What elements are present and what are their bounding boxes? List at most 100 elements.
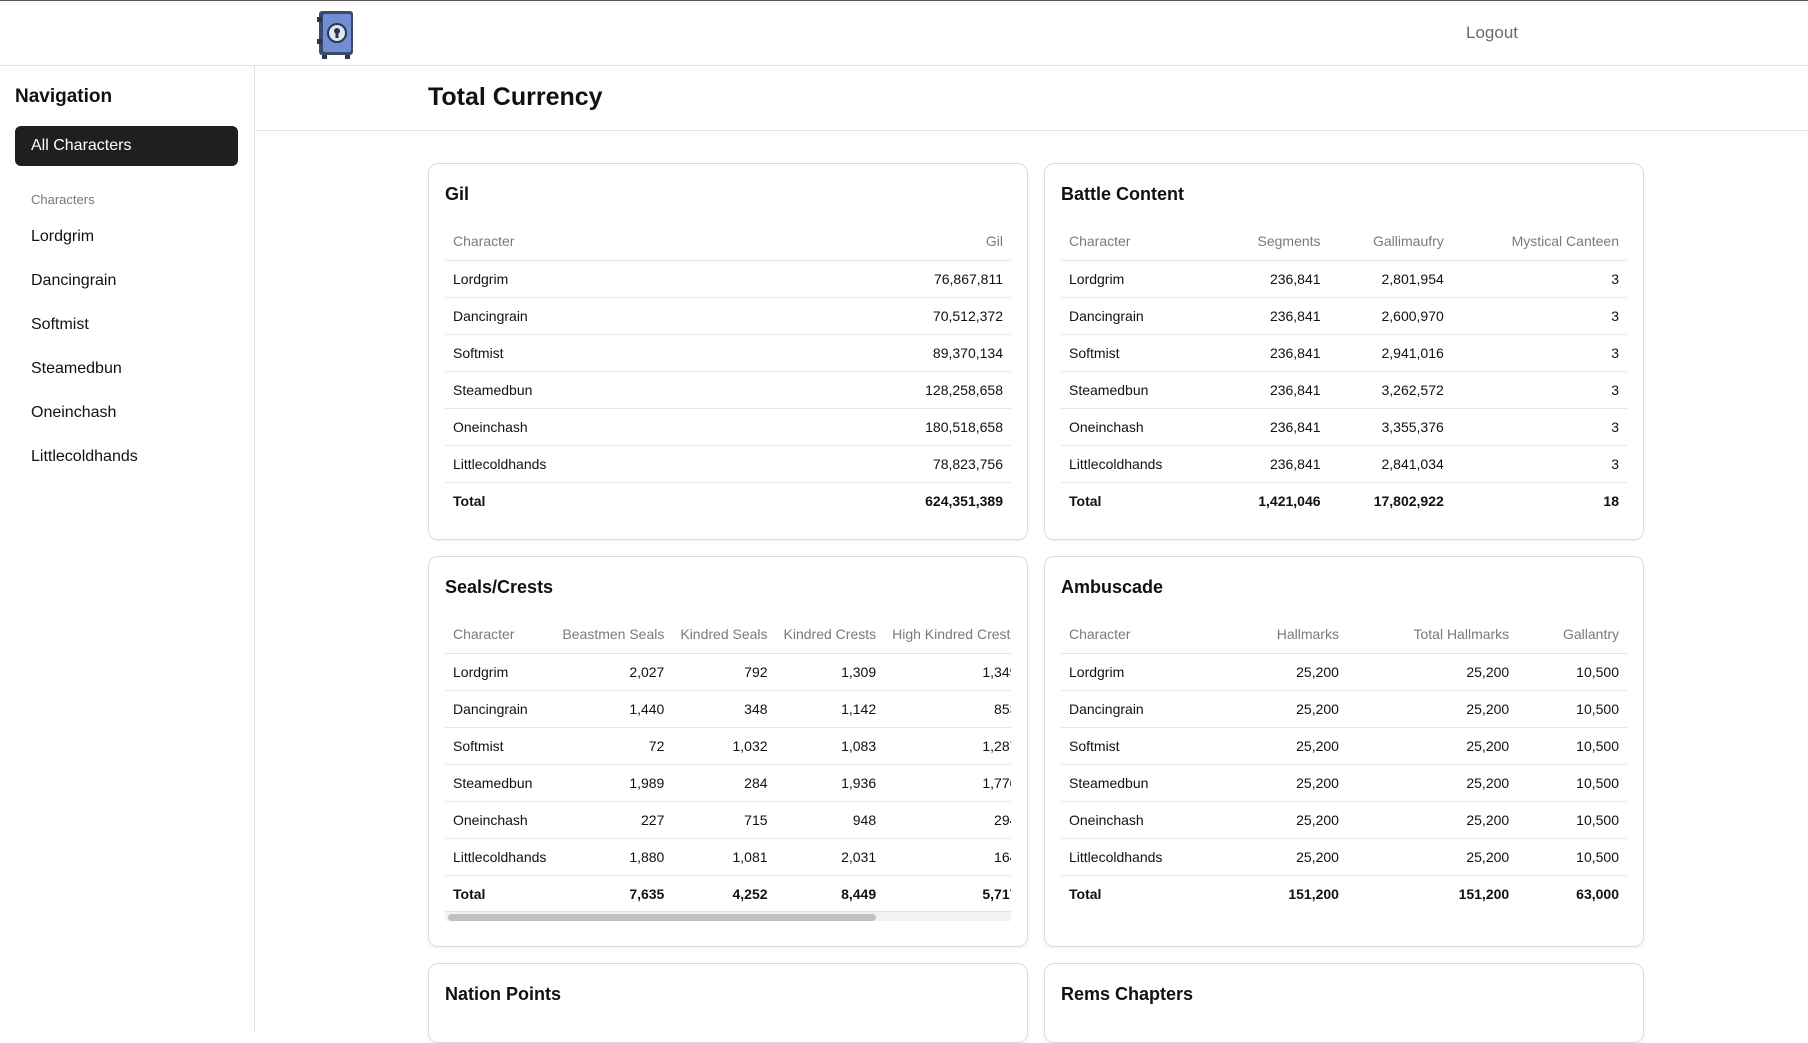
value-cell: 348 <box>672 690 776 728</box>
table-row: Steamedbun 236,841 3,262,572 3 <box>1061 371 1627 409</box>
value-cell: 25,200 <box>1227 801 1347 839</box>
total-cell: 4,252 <box>732 885 768 902</box>
logout-link[interactable]: Logout <box>1466 23 1518 42</box>
column-header: Kindred Seals <box>672 615 776 654</box>
value-cell: 792 <box>672 653 776 691</box>
value-cell: 2,600,970 <box>1328 297 1452 335</box>
character-cell: Lordgrim <box>445 260 750 298</box>
character-cell: Lordgrim <box>1061 260 1217 298</box>
seals-table-scroll-area[interactable]: Character Beastmen Seals Kindred Seals K… <box>445 615 1011 907</box>
column-header: High Kindred Crests <box>884 615 1011 654</box>
card-title: Gil <box>445 184 470 204</box>
value-cell: 1,349 <box>884 653 1011 691</box>
value-cell: 3 <box>1451 371 1627 409</box>
scrollbar-thumb[interactable] <box>448 914 876 921</box>
value-cell: 1,880 <box>554 838 673 876</box>
value-cell: 3 <box>1451 297 1627 335</box>
character-cell: Lordgrim <box>445 653 555 691</box>
sidebar-item-softmist[interactable]: Softmist <box>31 316 89 333</box>
sidebar-item-littlecoldhands[interactable]: Littlecoldhands <box>31 448 138 465</box>
value-cell: 236,841 <box>1216 297 1329 335</box>
total-row: Total 151,200 151,200 63,000 <box>1061 875 1627 912</box>
table-row: Dancingrain 25,200 25,200 10,500 <box>1061 690 1627 728</box>
total-label: Total <box>453 492 486 509</box>
value-cell: 89,370,134 <box>749 334 1011 372</box>
character-cell: Softmist <box>1061 727 1228 765</box>
column-header: Character <box>1061 222 1217 261</box>
seals-crests-card: Seals/Crests Character Beastmen Seals Ki… <box>428 556 1028 947</box>
total-cell: 151,200 <box>1458 885 1510 902</box>
sidebar-item-steamedbun[interactable]: Steamedbun <box>31 360 122 377</box>
total-cell: 1,421,046 <box>1258 492 1321 509</box>
value-cell: 3,262,572 <box>1328 371 1452 409</box>
table-row: Lordgrim 76,867,811 <box>445 260 1011 298</box>
value-cell: 76,867,811 <box>749 260 1011 298</box>
character-cell: Oneinchash <box>445 801 555 839</box>
sidebar-item-dancingrain[interactable]: Dancingrain <box>31 272 117 289</box>
total-row: Total 7,635 4,252 8,449 5,717 <box>445 875 1011 907</box>
value-cell: 70,512,372 <box>749 297 1011 335</box>
character-cell: Littlecoldhands <box>445 838 555 876</box>
battle-table-wrapper: Character Segments Gallimaufry Mystical … <box>1061 222 1627 519</box>
table-row: Softmist 25,200 25,200 10,500 <box>1061 727 1627 765</box>
total-cell: 17,802,922 <box>1373 492 1444 509</box>
battle-content-card: Battle Content Character Segments Gallim… <box>1044 163 1644 540</box>
page-header: Total Currency <box>256 66 1808 131</box>
value-cell: 25,200 <box>1346 838 1518 876</box>
table-row: Oneinchash227715948294 <box>445 801 1011 839</box>
value-cell: 294 <box>884 801 1011 839</box>
total-cell: 63,000 <box>1576 885 1619 902</box>
character-cell: Steamedbun <box>445 371 750 409</box>
table-row: Littlecoldhands 25,200 25,200 10,500 <box>1061 838 1627 876</box>
value-cell: 236,841 <box>1216 445 1329 483</box>
rems-chapters-card: Rems Chapters <box>1044 963 1644 1043</box>
value-cell: 10,500 <box>1517 801 1627 839</box>
total-cell: 18 <box>1603 492 1619 509</box>
value-cell: 1,309 <box>775 653 885 691</box>
character-cell: Oneinchash <box>1061 801 1228 839</box>
sidebar-item-all-characters[interactable]: All Characters <box>15 126 238 166</box>
character-cell: Littlecoldhands <box>1061 445 1217 483</box>
column-header: Hallmarks <box>1227 615 1347 654</box>
value-cell: 236,841 <box>1216 408 1329 446</box>
table-row: Oneinchash 180,518,658 <box>445 408 1011 446</box>
table-header-row: Character Segments Gallimaufry Mystical … <box>1061 222 1627 261</box>
total-row: Total 1,421,046 17,802,922 18 <box>1061 482 1627 519</box>
top-bar: Logout <box>0 0 1808 66</box>
value-cell: 3,355,376 <box>1328 408 1452 446</box>
ambuscade-table-wrapper: Character Hallmarks Total Hallmarks Gall… <box>1061 615 1627 912</box>
character-cell: Oneinchash <box>445 408 750 446</box>
sidebar-section-label: Characters <box>31 192 95 207</box>
value-cell: 25,200 <box>1346 727 1518 765</box>
character-cell: Oneinchash <box>1061 408 1217 446</box>
sidebar-item-lordgrim[interactable]: Lordgrim <box>31 228 95 245</box>
value-cell: 2,941,016 <box>1328 334 1452 372</box>
value-cell: 3 <box>1451 260 1627 298</box>
value-cell: 2,031 <box>775 838 885 876</box>
sidebar-item-oneinchash[interactable]: Oneinchash <box>31 404 117 421</box>
total-cell: 8,449 <box>841 885 877 902</box>
character-cell: Littlecoldhands <box>445 445 750 483</box>
seals-table: Character Beastmen Seals Kindred Seals K… <box>445 615 1011 907</box>
value-cell: 948 <box>775 801 885 839</box>
table-header-row: Character Hallmarks Total Hallmarks Gall… <box>1061 615 1627 654</box>
value-cell: 1,083 <box>775 727 885 765</box>
gil-table: Character Gil Lordgrim 76,867,811 Dancing… <box>445 222 1011 519</box>
value-cell: 25,200 <box>1227 727 1347 765</box>
card-title: Seals/Crests <box>445 577 554 597</box>
value-cell: 1,440 <box>554 690 673 728</box>
value-cell: 10,500 <box>1517 838 1627 876</box>
value-cell: 227 <box>554 801 673 839</box>
column-header: Kindred Crests <box>775 615 885 654</box>
app-logo-icon[interactable] <box>316 9 356 61</box>
value-cell: 25,200 <box>1346 690 1518 728</box>
character-cell: Dancingrain <box>1061 297 1217 335</box>
horizontal-scrollbar[interactable] <box>445 911 1011 921</box>
total-cell: 624,351,389 <box>925 492 1003 509</box>
value-cell: 236,841 <box>1216 260 1329 298</box>
value-cell: 3 <box>1451 445 1627 483</box>
value-cell: 284 <box>672 764 776 802</box>
column-header: Gil <box>749 222 1011 261</box>
